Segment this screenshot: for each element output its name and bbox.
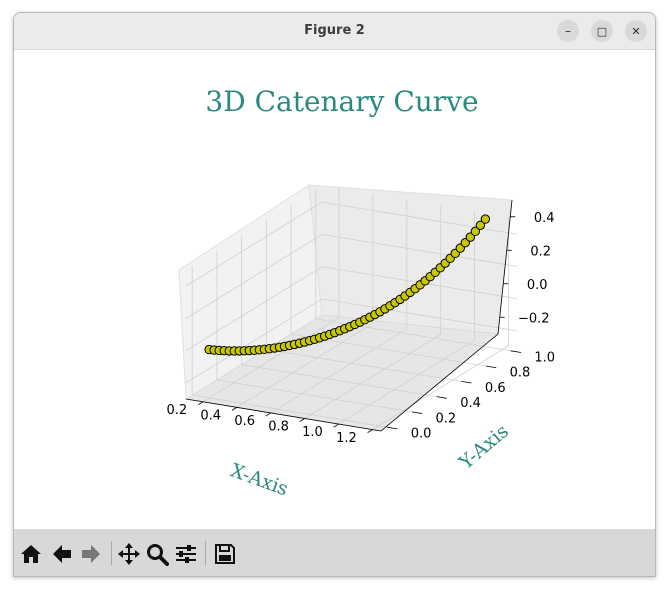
figure-window: Figure 2 – □ ✕ 0.2 0.4 0.6 0.8 1.0 1.2 0.0 0.2 0…	[13, 12, 656, 577]
x-tick-mark	[367, 429, 373, 434]
x-tick-label: 0.6	[234, 414, 255, 429]
home-icon	[21, 545, 41, 563]
close-icon: ✕	[631, 25, 641, 38]
z-axis-line	[497, 199, 513, 335]
configure-subplots-button[interactable]	[174, 542, 200, 566]
x-grid-line	[372, 216, 509, 430]
y-tick-mark	[510, 350, 522, 353]
y-grid-line	[191, 266, 388, 428]
y-grid-line	[315, 189, 511, 352]
x-axis-line	[185, 398, 382, 432]
x-tick-mark	[333, 423, 339, 428]
x-grid-line	[338, 211, 476, 425]
pan-button[interactable]	[117, 542, 143, 566]
series-catenary	[204, 214, 491, 356]
y-grid-line	[216, 250, 412, 413]
pan-icon	[118, 543, 140, 565]
zoom-button[interactable]	[145, 542, 171, 566]
y-tick-label: 0.2	[435, 411, 456, 426]
y-tick-mark	[387, 426, 398, 430]
x-grid-line	[304, 205, 442, 419]
x-tick-label: 0.4	[200, 408, 221, 423]
chart-title: 3D Catenary Curve	[205, 85, 478, 118]
window-title: Figure 2	[304, 23, 365, 38]
y-tick-mark	[436, 396, 447, 399]
grid-lines	[185, 188, 518, 430]
y-tick-label: 0.8	[510, 366, 531, 381]
maximize-icon: □	[596, 25, 608, 38]
z-tick-label: 0.0	[527, 278, 548, 293]
x-tick-mark	[265, 412, 271, 417]
navigation-toolbar	[14, 529, 655, 576]
forward-button[interactable]	[79, 542, 105, 566]
y-tick-label: 0.4	[460, 396, 481, 411]
toolbar-separator	[205, 541, 206, 565]
y-tick-mark	[411, 411, 423, 414]
y-tick-label: 0.0	[411, 427, 432, 442]
x-tick-label: 1.2	[336, 431, 357, 446]
close-button[interactable]: ✕	[625, 20, 647, 42]
title-bar: Figure 2 – □ ✕	[14, 13, 655, 50]
x-grid-line	[270, 199, 408, 414]
x-tick-label: 0.2	[167, 403, 188, 418]
back-arrow-icon	[53, 545, 71, 563]
toolbar-separator	[111, 541, 112, 565]
y-tick-label: 0.6	[485, 381, 506, 396]
y-tick-mark	[486, 365, 497, 369]
y-grid-line	[241, 235, 437, 398]
minimize-button[interactable]: –	[557, 20, 579, 42]
y-tick-mark	[461, 380, 472, 384]
y-axis-label: Y-Axis	[454, 420, 513, 474]
zoom-icon	[147, 544, 169, 566]
x-axis-label: X-Axis	[228, 459, 291, 500]
x-tick-mark	[299, 418, 305, 422]
configure-subplots-icon	[176, 545, 196, 563]
data-point	[470, 226, 481, 237]
pane-back	[308, 184, 513, 335]
x-tick-label: 0.8	[268, 420, 289, 435]
chart-3d: 0.2 0.4 0.6 0.8 1.0 1.2 0.00.20.40.60.81.0−0.2…	[167, 85, 556, 500]
z-grid-line	[185, 201, 518, 287]
save-button[interactable]	[213, 542, 239, 566]
data-point	[465, 232, 476, 242]
minimize-icon: –	[565, 24, 571, 38]
y-grid-line	[290, 205, 487, 367]
data-point	[480, 214, 491, 224]
y-tick-label: 1.0	[534, 350, 555, 365]
data-point	[475, 220, 486, 231]
home-button[interactable]	[19, 542, 45, 566]
x-tick-mark	[231, 407, 238, 411]
z-tick-label: 0.4	[534, 211, 555, 226]
forward-arrow-icon	[82, 545, 100, 563]
save-icon	[215, 544, 235, 564]
z-tick-label: 0.2	[530, 244, 551, 259]
x-grid-line	[236, 194, 374, 408]
x-tick-mark	[197, 401, 204, 406]
x-grid-line	[202, 188, 340, 403]
y-axis-line	[380, 333, 499, 432]
back-button[interactable]	[50, 542, 76, 566]
x-tick-label: 1.0	[302, 425, 323, 440]
figure-canvas: 0.2 0.4 0.6 0.8 1.0 1.2 0.0 0.2 0.4 0.6 0.8 1.0 −0.2…	[14, 50, 655, 529]
z-tick-label: −0.2	[518, 311, 550, 326]
maximize-button[interactable]: □	[591, 20, 613, 42]
axis-ticks: 0.2 0.4 0.6 0.8 1.0 1.2 0.00.20.40.60.81.0−0.2…	[167, 211, 556, 446]
z-grid-line	[185, 266, 518, 351]
